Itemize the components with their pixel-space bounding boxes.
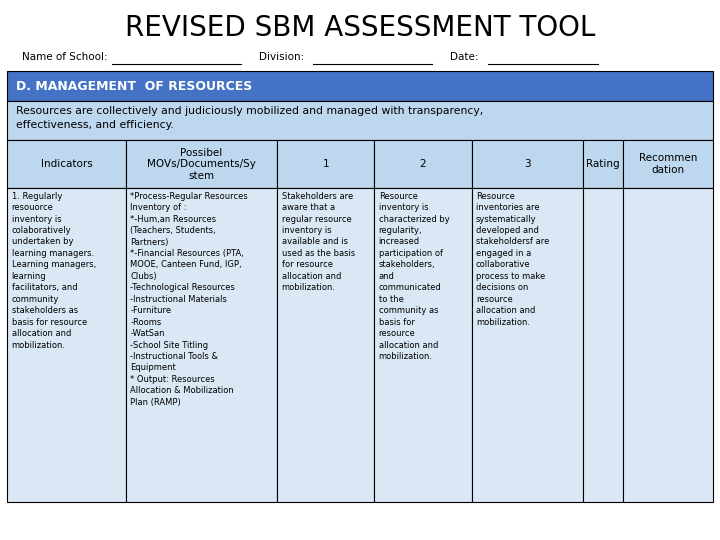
Bar (583, 140, 623, 188)
Text: 1. Regularly
resouorce
inventory is
colaboratively
undertaken by
learning manage: 1. Regularly resouorce inventory is cola… (12, 192, 96, 349)
Bar (374, 140, 472, 188)
Text: D. MANAGEMENT  OF RESOURCES: D. MANAGEMENT OF RESOURCES (16, 79, 252, 93)
Text: Possibel
MOVs/Documents/Sy
stem: Possibel MOVs/Documents/Sy stem (147, 147, 256, 181)
Bar (7, 71, 713, 101)
Bar (126, 140, 277, 188)
Text: Resource
inventories are
systematically
developed and
stakeholdersf are
engaged : Resource inventories are systematically … (476, 192, 549, 327)
Bar (472, 140, 583, 188)
Bar (277, 188, 374, 502)
Bar (277, 140, 374, 188)
Text: *Process-Regular Resources
Inventory of :
*-Hum,an Resources
(Teachers, Students: *Process-Regular Resources Inventory of … (130, 192, 248, 407)
Text: Division:: Division: (259, 52, 305, 62)
Text: 2: 2 (420, 159, 426, 169)
Text: Resources are collectively and judiciously mobilized and managed with transparen: Resources are collectively and judicious… (16, 106, 483, 130)
Text: REVISED SBM ASSESSMENT TOOL: REVISED SBM ASSESSMENT TOOL (125, 14, 595, 42)
Text: Rating: Rating (586, 159, 620, 169)
Bar (472, 188, 583, 502)
Bar (7, 188, 126, 502)
Bar (7, 140, 126, 188)
Bar (623, 140, 713, 188)
Text: Date:: Date: (450, 52, 479, 62)
Text: Indicators: Indicators (41, 159, 92, 169)
Bar (623, 188, 713, 502)
Bar (374, 188, 472, 502)
Text: Stakeholders are
aware that a
regular resource
inventory is
available and is
use: Stakeholders are aware that a regular re… (282, 192, 355, 292)
Text: 3: 3 (524, 159, 531, 169)
Text: Recommen
dation: Recommen dation (639, 153, 697, 175)
Bar (126, 188, 277, 502)
Text: 1: 1 (323, 159, 329, 169)
Text: Name of School:: Name of School: (22, 52, 107, 62)
Text: Resource
inventory is
characterized by
regularity,
increased
participation of
st: Resource inventory is characterized by r… (379, 192, 449, 361)
Bar (583, 188, 623, 502)
Bar (7, 101, 713, 140)
